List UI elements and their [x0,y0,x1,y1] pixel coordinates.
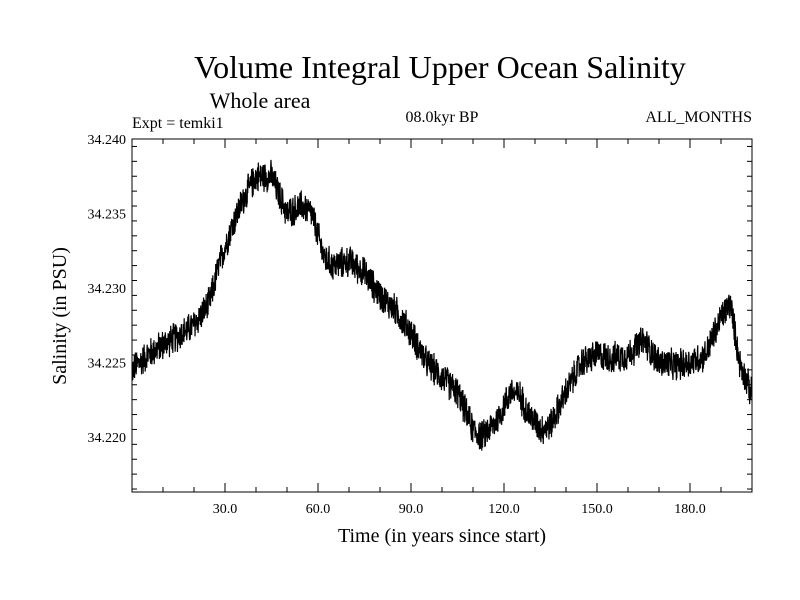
y-tick-label: 34.220 [88,431,127,446]
y-tick-label: 34.235 [88,207,127,222]
chart-subtitle: Whole area [210,88,311,113]
x-tick-label: 30.0 [213,502,238,517]
plot-frame [131,138,753,493]
y-tick-label: 34.240 [88,133,127,148]
y-axis-label: Salinity (in PSU) [49,247,71,385]
experiment-label: Expt = temki1 [132,115,224,132]
x-tick-label: 180.0 [674,502,706,517]
x-tick-label: 60.0 [306,502,331,517]
x-tick-label: 150.0 [581,502,613,517]
x-tick-label: 120.0 [488,502,520,517]
x-tick-label: 90.0 [399,502,424,517]
season-label: ALL_MONTHS [645,109,752,126]
x-axis-ticks: 30.0 60.0 90.0 120.0 150.0 180.0 [162,139,722,517]
y-tick-label: 34.225 [88,356,127,371]
series-line-salinity [132,159,752,451]
x-axis-label: Time (in years since start) [338,525,546,547]
y-axis-ticks: 34.220 34.225 34.230 34.235 34.240 [88,133,752,490]
chart-title: Volume Integral Upper Ocean Salinity [194,49,686,85]
y-tick-label: 34.230 [88,282,127,297]
period-label: 08.0kyr BP [406,109,479,126]
